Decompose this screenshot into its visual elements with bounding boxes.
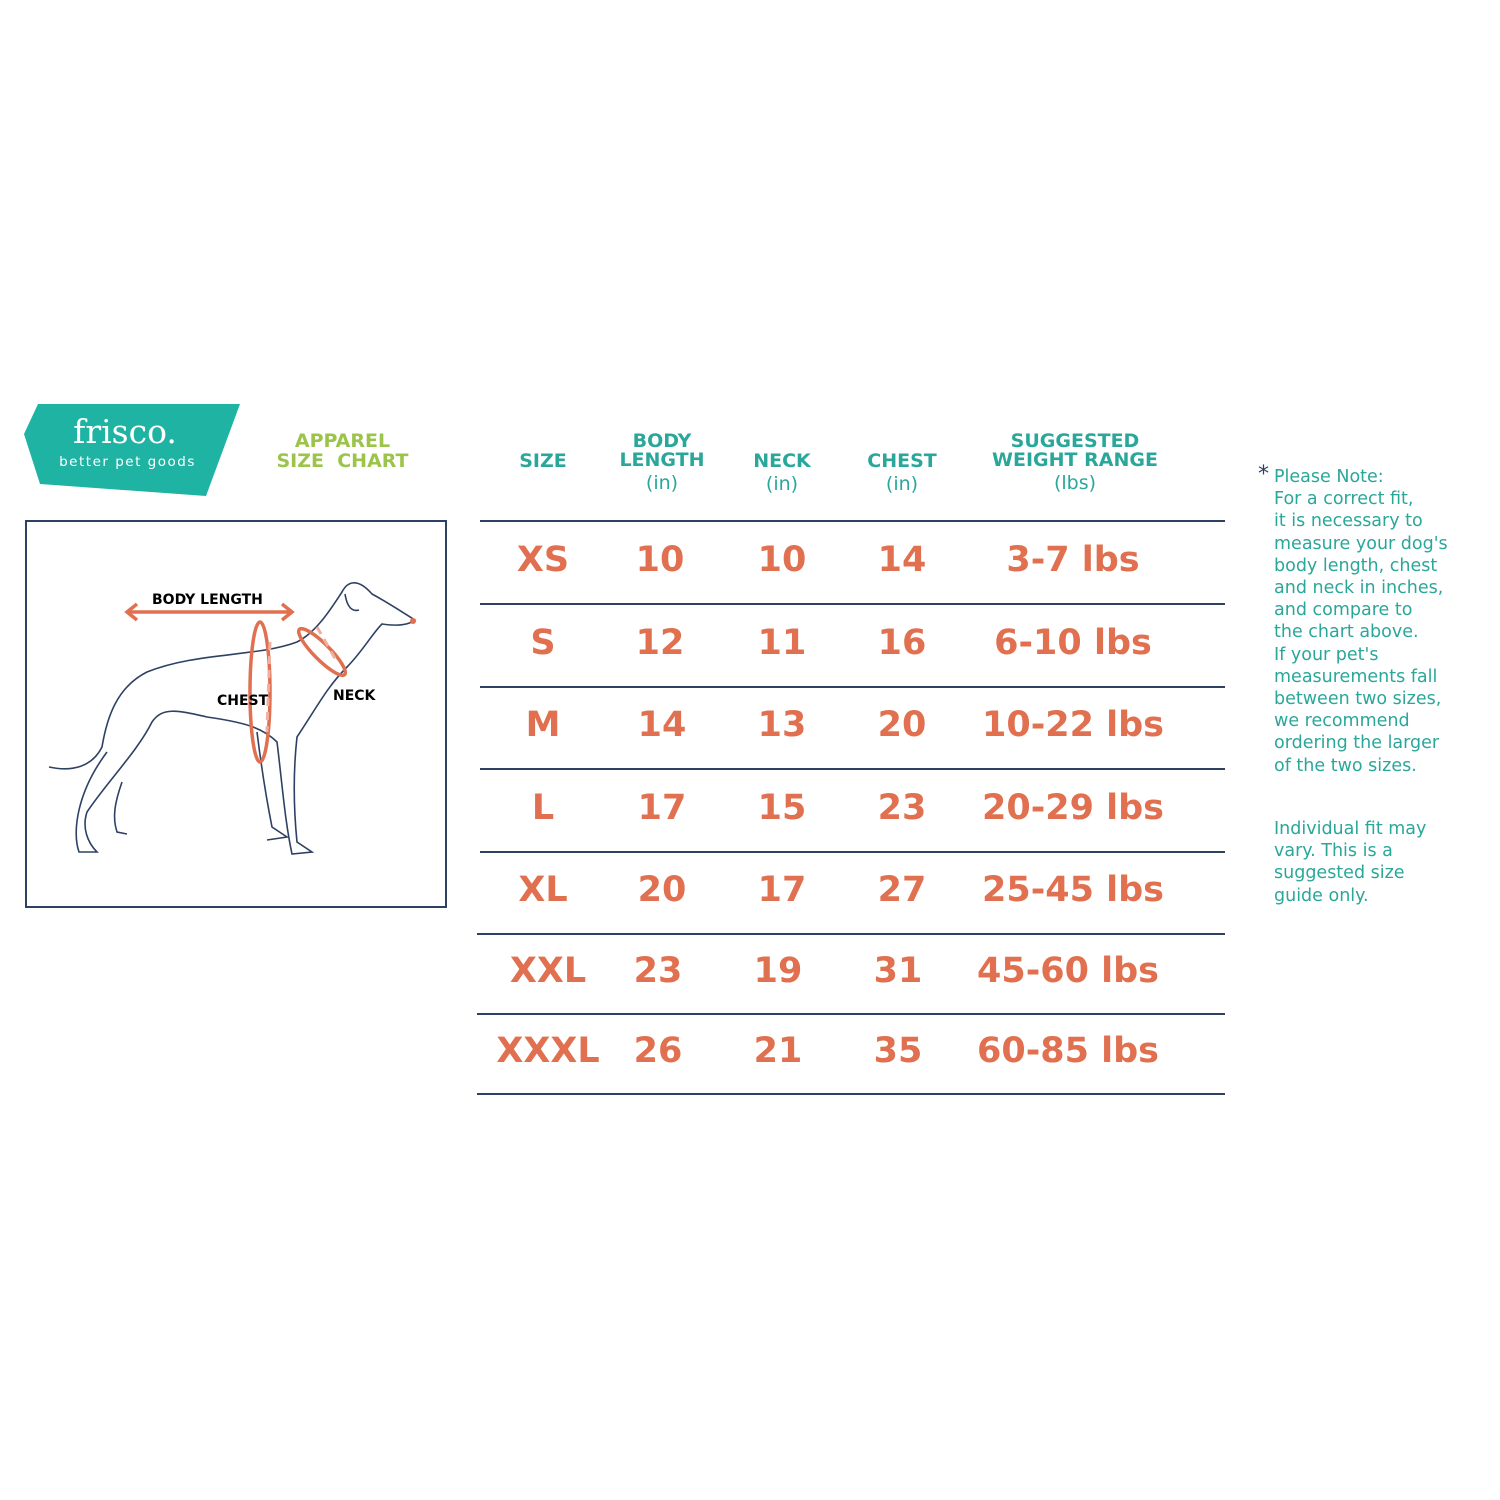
title-line-1: APPAREL	[294, 430, 391, 452]
cell-neck: 10	[757, 539, 807, 580]
cell-chest: 14	[877, 539, 927, 580]
cell-weight-range: 10-22 lbs	[981, 705, 1164, 745]
page-title: APPAREL SIZE CHART	[270, 431, 415, 471]
measurement-diagram: BODY LENGTH CHEST NECK	[25, 520, 447, 908]
cell-body-length: 17	[637, 787, 687, 828]
cell-weight-range: 20-29 lbs	[981, 787, 1164, 828]
cell-chest: 20	[877, 705, 927, 745]
chest-label: CHEST	[217, 693, 269, 709]
logo-wordmark: frisco.	[73, 412, 177, 451]
cell-body-length: 26	[633, 1031, 683, 1071]
cell-chest: 31	[873, 951, 923, 991]
asterisk: *	[1258, 462, 1269, 487]
cell-size: M	[525, 705, 561, 745]
cell-body-length: 14	[637, 705, 687, 745]
cell-neck: 13	[757, 705, 807, 745]
row-divider	[480, 603, 1225, 605]
cell-weight-range: 60-85 lbs	[976, 1031, 1159, 1071]
disclaimer-line: Individual fit may	[1274, 819, 1427, 839]
header-size: SIZE	[519, 450, 567, 472]
cell-size: XS	[516, 539, 570, 580]
title-line-2: SIZE CHART	[276, 450, 409, 472]
please-note: * Please Note: For a correct fit, it is ne…	[1258, 462, 1480, 777]
cell-body-length: 23	[633, 951, 683, 991]
neck-label: NECK	[333, 688, 377, 704]
cell-neck: 17	[757, 870, 807, 910]
note-line: If your pet's	[1274, 644, 1379, 665]
note-line: For a correct fit,	[1274, 489, 1414, 510]
cell-size: L	[531, 787, 555, 828]
cell-body-length: 10	[635, 539, 685, 580]
cell-chest: 23	[877, 787, 927, 828]
cell-neck: 19	[753, 951, 803, 991]
cell-chest: 16	[877, 622, 927, 663]
note-line: the chart above.	[1274, 622, 1419, 643]
row-divider	[477, 1093, 1225, 1095]
row-divider	[480, 851, 1225, 853]
cell-size: S	[530, 622, 556, 663]
row-divider	[480, 520, 1225, 522]
disclaimer-line: suggested size	[1274, 863, 1405, 884]
cell-size: XXL	[509, 951, 587, 991]
header-chest: CHEST (in)	[867, 450, 937, 495]
cell-neck: 21	[753, 1031, 803, 1071]
logo-tagline: better pet goods	[59, 454, 196, 470]
cell-neck: 11	[757, 622, 807, 663]
dog-illustration: BODY LENGTH CHEST NECK	[48, 582, 417, 855]
cell-neck: 15	[757, 787, 807, 828]
note-line: body length, chest	[1274, 555, 1438, 576]
frisco-logo	[24, 404, 240, 496]
note-line: it is necessary to	[1274, 511, 1423, 532]
note-line: Please Note:	[1274, 467, 1384, 487]
note-line: we recommend	[1274, 711, 1410, 732]
note-line: between two sizes,	[1274, 689, 1442, 710]
note-line: and compare to	[1274, 600, 1413, 621]
cell-body-length: 12	[635, 622, 685, 663]
header-body-length: BODY LENGTH (in)	[619, 430, 705, 494]
cell-weight-range: 25-45 lbs	[981, 870, 1164, 910]
note-line: measurements fall	[1274, 666, 1438, 687]
disclaimer-line: vary. This is a	[1274, 841, 1393, 862]
note-line: of the two sizes.	[1274, 755, 1417, 776]
fit-disclaimer: Individual fit may vary. This is a suggest…	[1274, 818, 1484, 907]
header-weight-range: SUGGESTED WEIGHT RANGE (lbs)	[992, 430, 1158, 494]
row-divider	[480, 686, 1225, 688]
cell-weight-range: 3-7 lbs	[1006, 539, 1140, 580]
disclaimer-line: guide only.	[1274, 885, 1369, 906]
note-line: and neck in inches,	[1274, 578, 1444, 599]
note-line: measure your dog's	[1274, 533, 1448, 554]
cell-size: XL	[518, 870, 568, 910]
cell-chest: 35	[873, 1031, 923, 1071]
cell-chest: 27	[877, 870, 927, 910]
row-divider	[480, 768, 1225, 770]
header-neck: NECK (in)	[753, 450, 811, 495]
cell-weight-range: 6-10 lbs	[994, 622, 1152, 663]
cell-size: XXXL	[496, 1031, 600, 1071]
row-divider	[477, 933, 1225, 935]
cell-weight-range: 45-60 lbs	[976, 951, 1159, 991]
row-divider	[477, 1013, 1225, 1015]
cell-body-length: 20	[637, 870, 687, 910]
body-length-label: BODY LENGTH	[152, 592, 263, 608]
note-line: ordering the larger	[1274, 733, 1440, 754]
